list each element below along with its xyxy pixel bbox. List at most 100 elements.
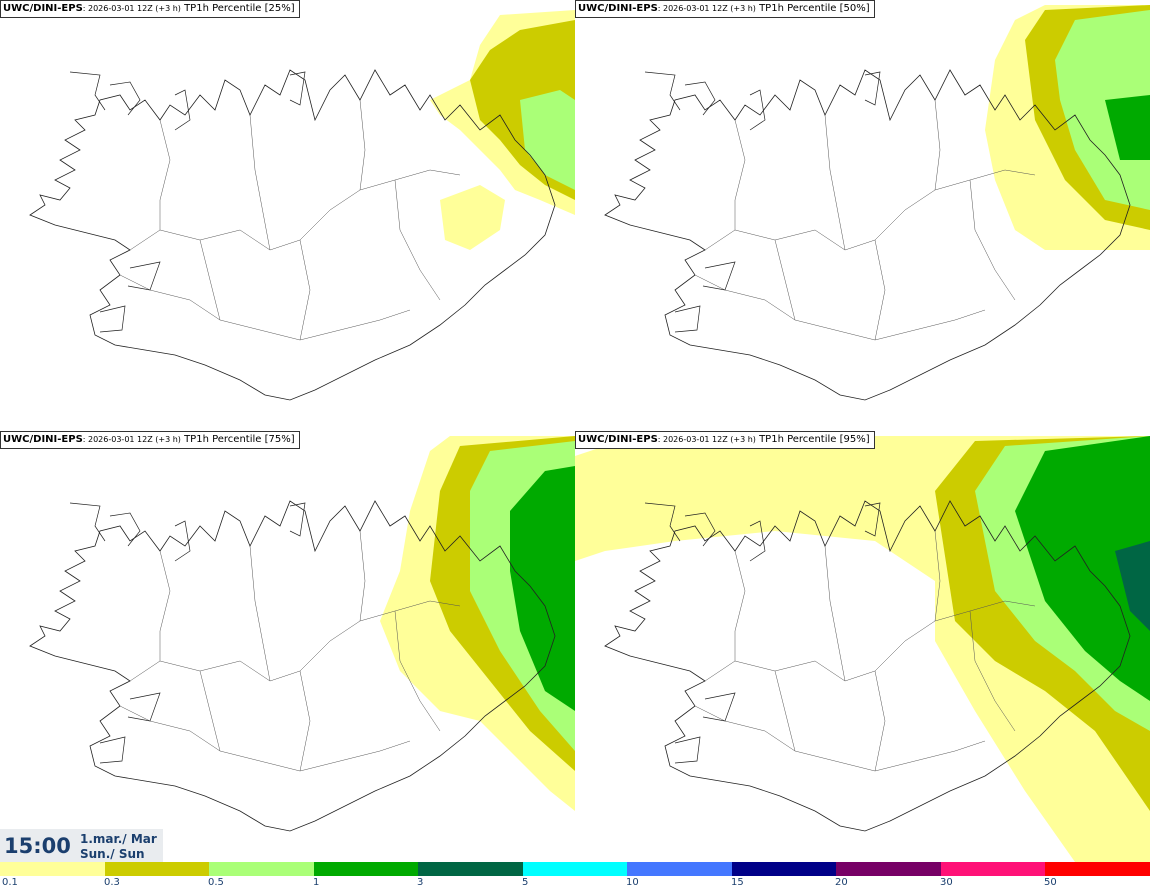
border-line: [824, 114, 846, 251]
fjord-outline: [69, 502, 106, 542]
valid-time-box: 15:00 1.mar./ Mar Sun./ Sun: [0, 829, 163, 862]
coastline: [29, 500, 556, 832]
map-canvas: [29, 436, 575, 832]
valid-time: 15:00: [4, 834, 71, 858]
border-line: [199, 670, 221, 752]
border-line: [694, 274, 986, 341]
fjord-outline: [684, 512, 716, 547]
field-name: TP1h Percentile [75%]: [180, 434, 295, 445]
border-line: [704, 169, 1036, 251]
fjord-outline: [289, 502, 306, 537]
colorbar-label: 3: [417, 877, 424, 888]
fjord-outline: [684, 81, 716, 116]
precip-area: [520, 90, 575, 190]
border-line: [359, 99, 366, 191]
colorbar-label: 15: [731, 877, 744, 888]
run-info: : 2026-03-01 12Z (+3 h): [657, 435, 756, 444]
border-line: [394, 179, 441, 301]
colorbar-segment: [104, 862, 210, 876]
colorbar-label: 5: [522, 877, 529, 888]
border-line: [199, 239, 221, 321]
colorbar-labels: 0.1 0.3 0.5 1 3 5 10 15 20 30 50: [0, 876, 1150, 890]
border-line: [299, 670, 311, 772]
fjord-outline: [174, 520, 191, 562]
border-line: [734, 119, 746, 230]
colorbar-segment: [627, 862, 732, 876]
colorbar-label: 20: [835, 877, 848, 888]
fjord-outline: [174, 89, 191, 131]
colorbar-segment: [522, 862, 628, 876]
fjord-outline: [702, 261, 736, 291]
colorbar-label: 0.1: [2, 877, 18, 888]
fjord-outline: [99, 305, 126, 333]
colorbar-label: 0.3: [104, 877, 120, 888]
border-line: [394, 610, 441, 732]
fjord-outline: [674, 736, 701, 764]
field-name: TP1h Percentile [50%]: [755, 3, 870, 14]
fjord-outline: [109, 81, 141, 116]
map-panel-p25: UWC/DINI-EPS: 2026-03-01 12Z (+3 h) TP1h…: [0, 0, 575, 431]
colorbar-label: 10: [626, 877, 639, 888]
border-line: [824, 545, 846, 682]
border-line: [874, 670, 886, 772]
fjord-outline: [69, 71, 106, 111]
map-panel-p50: UWC/DINI-EPS: 2026-03-01 12Z (+3 h) TP1h…: [575, 0, 1150, 431]
valid-date-line2: Sun./ Sun: [80, 847, 145, 861]
fjord-outline: [864, 502, 881, 537]
border-line: [774, 670, 796, 752]
colorbar-label: 0.5: [208, 877, 224, 888]
map-canvas: [29, 10, 575, 401]
coastline: [604, 69, 1131, 401]
panel-title: UWC/DINI-EPS: 2026-03-01 12Z (+3 h) TP1h…: [0, 431, 300, 449]
fjord-outline: [674, 305, 701, 333]
border-line: [774, 239, 796, 321]
fjord-outline: [702, 692, 736, 722]
map-canvas: [604, 5, 1150, 401]
model-name: UWC/DINI-EPS: [3, 434, 83, 445]
run-info: : 2026-03-01 12Z (+3 h): [82, 435, 181, 444]
border-line: [129, 169, 461, 251]
fjord-outline: [289, 71, 306, 106]
colorbar-segment: [418, 862, 523, 876]
border-line: [874, 239, 886, 341]
colorbar-segment: [313, 862, 419, 876]
colorbar-segment: [1045, 862, 1150, 876]
border-line: [969, 179, 1016, 301]
precip-area: [440, 185, 505, 250]
coastline: [29, 69, 556, 401]
colorbar-segment: [0, 862, 105, 876]
border-line: [969, 610, 1016, 732]
border-line: [119, 274, 411, 341]
run-info: : 2026-03-01 12Z (+3 h): [82, 4, 181, 13]
map-canvas: [575, 436, 1150, 862]
border-line: [934, 99, 941, 191]
precip-area: [1115, 541, 1150, 631]
fjord-outline: [644, 71, 681, 111]
model-name: UWC/DINI-EPS: [578, 434, 658, 445]
border-line: [249, 545, 271, 682]
border-line: [159, 119, 171, 230]
panel-title: UWC/DINI-EPS: 2026-03-01 12Z (+3 h) TP1h…: [575, 431, 875, 449]
model-name: UWC/DINI-EPS: [3, 3, 83, 14]
colorbar-segment: [731, 862, 837, 876]
border-line: [694, 705, 986, 772]
colorbar-label: 1: [313, 877, 320, 888]
precip-area: [1015, 436, 1150, 701]
colorbar-label: 50: [1044, 877, 1057, 888]
fjord-outline: [749, 520, 766, 562]
panel-title: UWC/DINI-EPS: 2026-03-01 12Z (+3 h) TP1h…: [575, 0, 875, 18]
border-line: [249, 114, 271, 251]
precip-area: [1105, 95, 1150, 160]
valid-date-line1: 1.mar./ Mar: [80, 832, 157, 846]
border-line: [934, 530, 941, 622]
precip-area: [510, 466, 575, 711]
border-line: [119, 705, 411, 772]
fjord-outline: [109, 512, 141, 547]
field-name: TP1h Percentile [25%]: [180, 3, 295, 14]
colorbar-segment: [940, 862, 1046, 876]
fjord-outline: [864, 71, 881, 106]
fjord-outline: [644, 502, 681, 542]
panel-title: UWC/DINI-EPS: 2026-03-01 12Z (+3 h) TP1h…: [0, 0, 300, 18]
fjord-outline: [749, 89, 766, 131]
field-name: TP1h Percentile [95%]: [755, 434, 870, 445]
